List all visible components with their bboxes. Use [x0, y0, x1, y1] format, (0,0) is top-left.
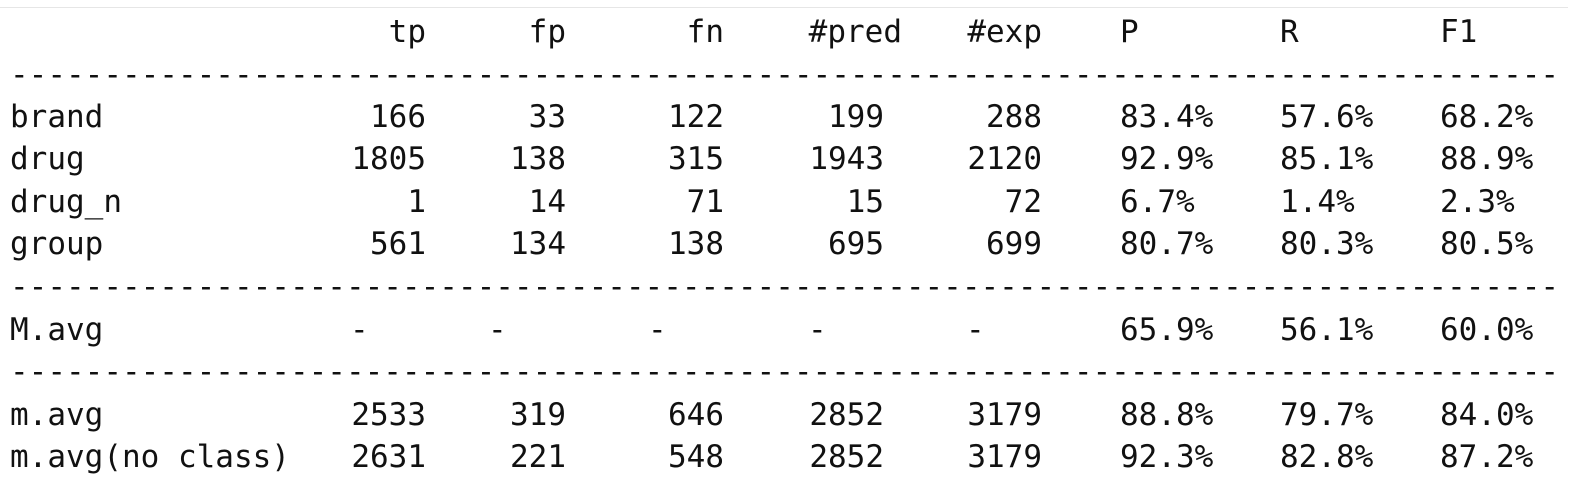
cell-precision: 92.9% [1120, 141, 1214, 177]
col-header-pred: #pred [808, 14, 902, 50]
cell-fp: 221 [510, 439, 566, 475]
cell-fp: 319 [510, 397, 566, 433]
col-header-fp: fp [528, 14, 566, 50]
table-row: drug 1805 138 315 1943 2120 92.9% 85.1% … [0, 139, 1568, 179]
row-label: m.avg [10, 397, 104, 433]
cell-exp: 72 [1004, 184, 1042, 220]
cell-tp: 1 [407, 184, 426, 220]
cell-recall: 82.8% [1280, 439, 1374, 475]
cell-recall: 79.7% [1280, 397, 1374, 433]
separator-line: ----------------------------------------… [10, 354, 1558, 390]
header-row: tp fp fn #pred #exp P R F1 [0, 12, 1568, 52]
cell-f1: 2.3% [1440, 184, 1515, 220]
cell-f1: 80.5% [1440, 226, 1534, 262]
col-header-precision: P [1120, 14, 1139, 50]
col-header-f1: F1 [1440, 14, 1478, 50]
cell-recall: 57.6% [1280, 99, 1374, 135]
cell-pred: 199 [828, 99, 884, 135]
cell-tp: 166 [370, 99, 426, 135]
cell-recall: 56.1% [1280, 312, 1374, 348]
cell-recall: 80.3% [1280, 226, 1374, 262]
cell-fn: 315 [668, 141, 724, 177]
cell-fn: 71 [686, 184, 724, 220]
cell-tp: 2533 [351, 397, 426, 433]
cell-tp: 1805 [351, 141, 426, 177]
table-row: group 561 134 138 695 699 80.7% 80.3% 80… [0, 224, 1568, 264]
row-label: drug [10, 141, 85, 177]
cell-fp: 134 [510, 226, 566, 262]
cell-recall: 85.1% [1280, 141, 1374, 177]
micro-avg-no-class-row: m.avg(no class) 2631 221 548 2852 3179 9… [0, 437, 1568, 477]
cell-fp: 14 [528, 184, 566, 220]
cell-pred: 695 [828, 226, 884, 262]
cell-tp: 561 [370, 226, 426, 262]
cell-exp: 699 [986, 226, 1042, 262]
cell-f1: 84.0% [1440, 397, 1534, 433]
cell-fn: 646 [668, 397, 724, 433]
row-label: m.avg(no class) [10, 439, 290, 475]
cell-pred: 1943 [809, 141, 884, 177]
row-label: drug_n [10, 184, 122, 220]
cell-precision: 88.8% [1120, 397, 1214, 433]
cell-pred: 15 [846, 184, 884, 220]
col-header-tp: tp [388, 14, 426, 50]
cell-precision: 80.7% [1120, 226, 1214, 262]
separator-line: ----------------------------------------… [10, 269, 1558, 305]
cell-exp: 3179 [967, 439, 1042, 475]
cell-fp: - [488, 312, 507, 348]
cell-precision: 83.4% [1120, 99, 1214, 135]
col-header-exp: #exp [967, 14, 1042, 50]
cell-fn: 138 [668, 226, 724, 262]
cell-f1: 68.2% [1440, 99, 1534, 135]
cell-precision: 92.3% [1120, 439, 1214, 475]
top-divider [0, 7, 1568, 8]
cell-recall: 1.4% [1280, 184, 1355, 220]
row-label: M.avg [10, 312, 104, 348]
cell-pred: 2852 [809, 439, 884, 475]
separator-line: ----------------------------------------… [10, 57, 1558, 93]
cell-fp: 138 [510, 141, 566, 177]
cell-f1: 88.9% [1440, 141, 1534, 177]
cell-pred: - [808, 312, 827, 348]
row-label: group [10, 226, 104, 262]
row-label: brand [10, 99, 104, 135]
cell-pred: 2852 [809, 397, 884, 433]
cell-fn: 548 [668, 439, 724, 475]
macro-avg-row: M.avg - - - - - 65.9% 56.1% 60.0% [0, 310, 1568, 350]
table-row: drug_n 1 14 71 15 72 6.7% 1.4% 2.3% [0, 182, 1568, 222]
cell-exp: 3179 [967, 397, 1042, 433]
cell-precision: 65.9% [1120, 312, 1214, 348]
cell-tp: 2631 [351, 439, 426, 475]
cell-exp: - [966, 312, 985, 348]
micro-avg-row: m.avg 2533 319 646 2852 3179 88.8% 79.7%… [0, 395, 1568, 435]
cell-f1: 60.0% [1440, 312, 1534, 348]
cell-exp: 288 [986, 99, 1042, 135]
cell-fn: 122 [668, 99, 724, 135]
col-header-fn: fn [686, 14, 724, 50]
cell-fp: 33 [528, 99, 566, 135]
cell-f1: 87.2% [1440, 439, 1534, 475]
cell-exp: 2120 [967, 141, 1042, 177]
cell-fn: - [648, 312, 667, 348]
table-row: brand 166 33 122 199 288 83.4% 57.6% 68.… [0, 97, 1568, 137]
cell-precision: 6.7% [1120, 184, 1195, 220]
cell-tp: - [350, 312, 369, 348]
col-header-recall: R [1280, 14, 1299, 50]
